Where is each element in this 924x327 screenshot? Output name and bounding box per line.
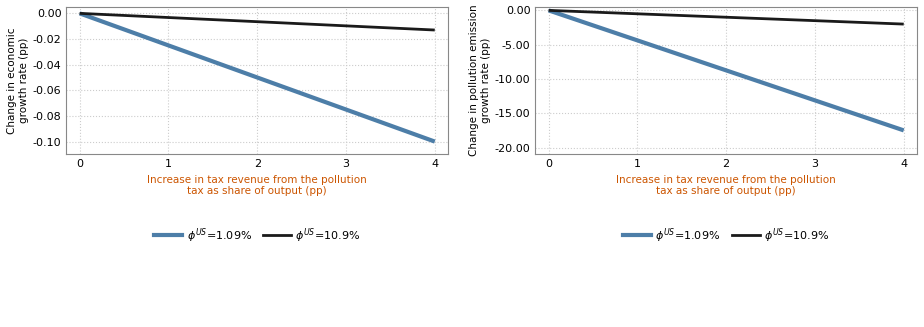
Legend: $\phi^{US}$=1.09%, $\phi^{US}$=10.9%: $\phi^{US}$=1.09%, $\phi^{US}$=10.9% bbox=[619, 222, 833, 249]
X-axis label: Increase in tax revenue from the pollution
tax as share of output (pp): Increase in tax revenue from the polluti… bbox=[147, 175, 367, 197]
Y-axis label: Change in economic
growth rate (pp): Change in economic growth rate (pp) bbox=[7, 27, 29, 134]
Legend: $\phi^{US}$=1.09%, $\phi^{US}$=10.9%: $\phi^{US}$=1.09%, $\phi^{US}$=10.9% bbox=[150, 222, 365, 249]
X-axis label: Increase in tax revenue from the pollution
tax as share of output (pp): Increase in tax revenue from the polluti… bbox=[616, 175, 836, 197]
Y-axis label: Change in pollution emission
growth rate (pp): Change in pollution emission growth rate… bbox=[468, 5, 491, 157]
